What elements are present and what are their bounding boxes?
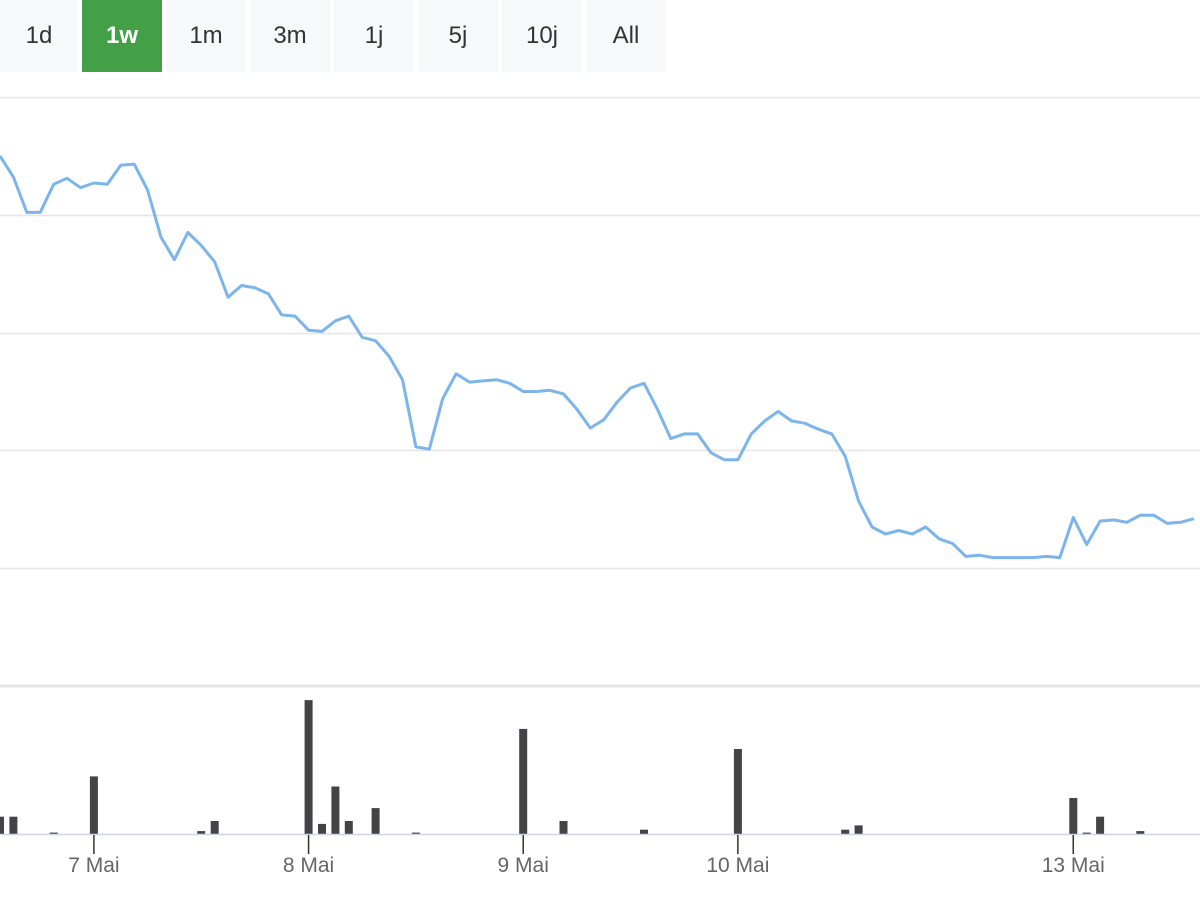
range-button-all[interactable]: All: [586, 0, 666, 72]
price-gridlines: [0, 96, 1200, 570]
volume-bar: [9, 816, 18, 834]
range-button-10j[interactable]: 10j: [502, 0, 582, 72]
volume-bar: [197, 831, 206, 834]
x-tick-label: 7 Mai: [68, 854, 119, 877]
range-button-5j[interactable]: 5j: [418, 0, 498, 72]
range-selector: 1d 1w 1m 3m 1j 5j 10j All: [0, 0, 666, 72]
volume-bar: [210, 821, 219, 834]
volume-bar: [519, 728, 528, 834]
range-button-3m[interactable]: 3m: [250, 0, 330, 72]
volume-bars: [0, 700, 1145, 834]
x-tick-label: 8 Mai: [283, 854, 334, 877]
volume-bar: [559, 821, 568, 834]
x-axis-ticks: 7 Mai 8 Mai 9 Mai 10 Mai 13 Mai: [68, 835, 1105, 877]
volume-bar: [89, 776, 98, 834]
price-series: [0, 155, 1195, 560]
volume-bar: [331, 786, 340, 834]
volume-bar: [318, 823, 326, 834]
volume-bar: [344, 821, 353, 834]
volume-bar: [371, 808, 380, 834]
volume-bar: [733, 749, 742, 834]
range-button-1d[interactable]: 1d: [0, 0, 78, 72]
price-line: [0, 155, 1195, 560]
range-button-1j[interactable]: 1j: [334, 0, 414, 72]
volume-bar: [0, 816, 4, 834]
volume-bar: [841, 829, 850, 834]
volume-bar: [1136, 831, 1145, 834]
x-tick-label: 9 Mai: [498, 854, 549, 877]
volume-bar: [1069, 798, 1078, 834]
volume-bar: [49, 832, 58, 834]
range-button-1w[interactable]: 1w: [82, 0, 162, 72]
range-button-1m[interactable]: 1m: [166, 0, 246, 72]
volume-bar: [640, 829, 648, 834]
volume-bar: [304, 700, 313, 834]
volume-bar: [411, 832, 420, 834]
volume-bar: [1082, 832, 1091, 834]
x-tick-label: 10 Mai: [706, 854, 769, 877]
volume-bar: [1096, 816, 1105, 834]
x-tick-label: 13 Mai: [1042, 854, 1105, 877]
volume-bar: [854, 825, 863, 834]
